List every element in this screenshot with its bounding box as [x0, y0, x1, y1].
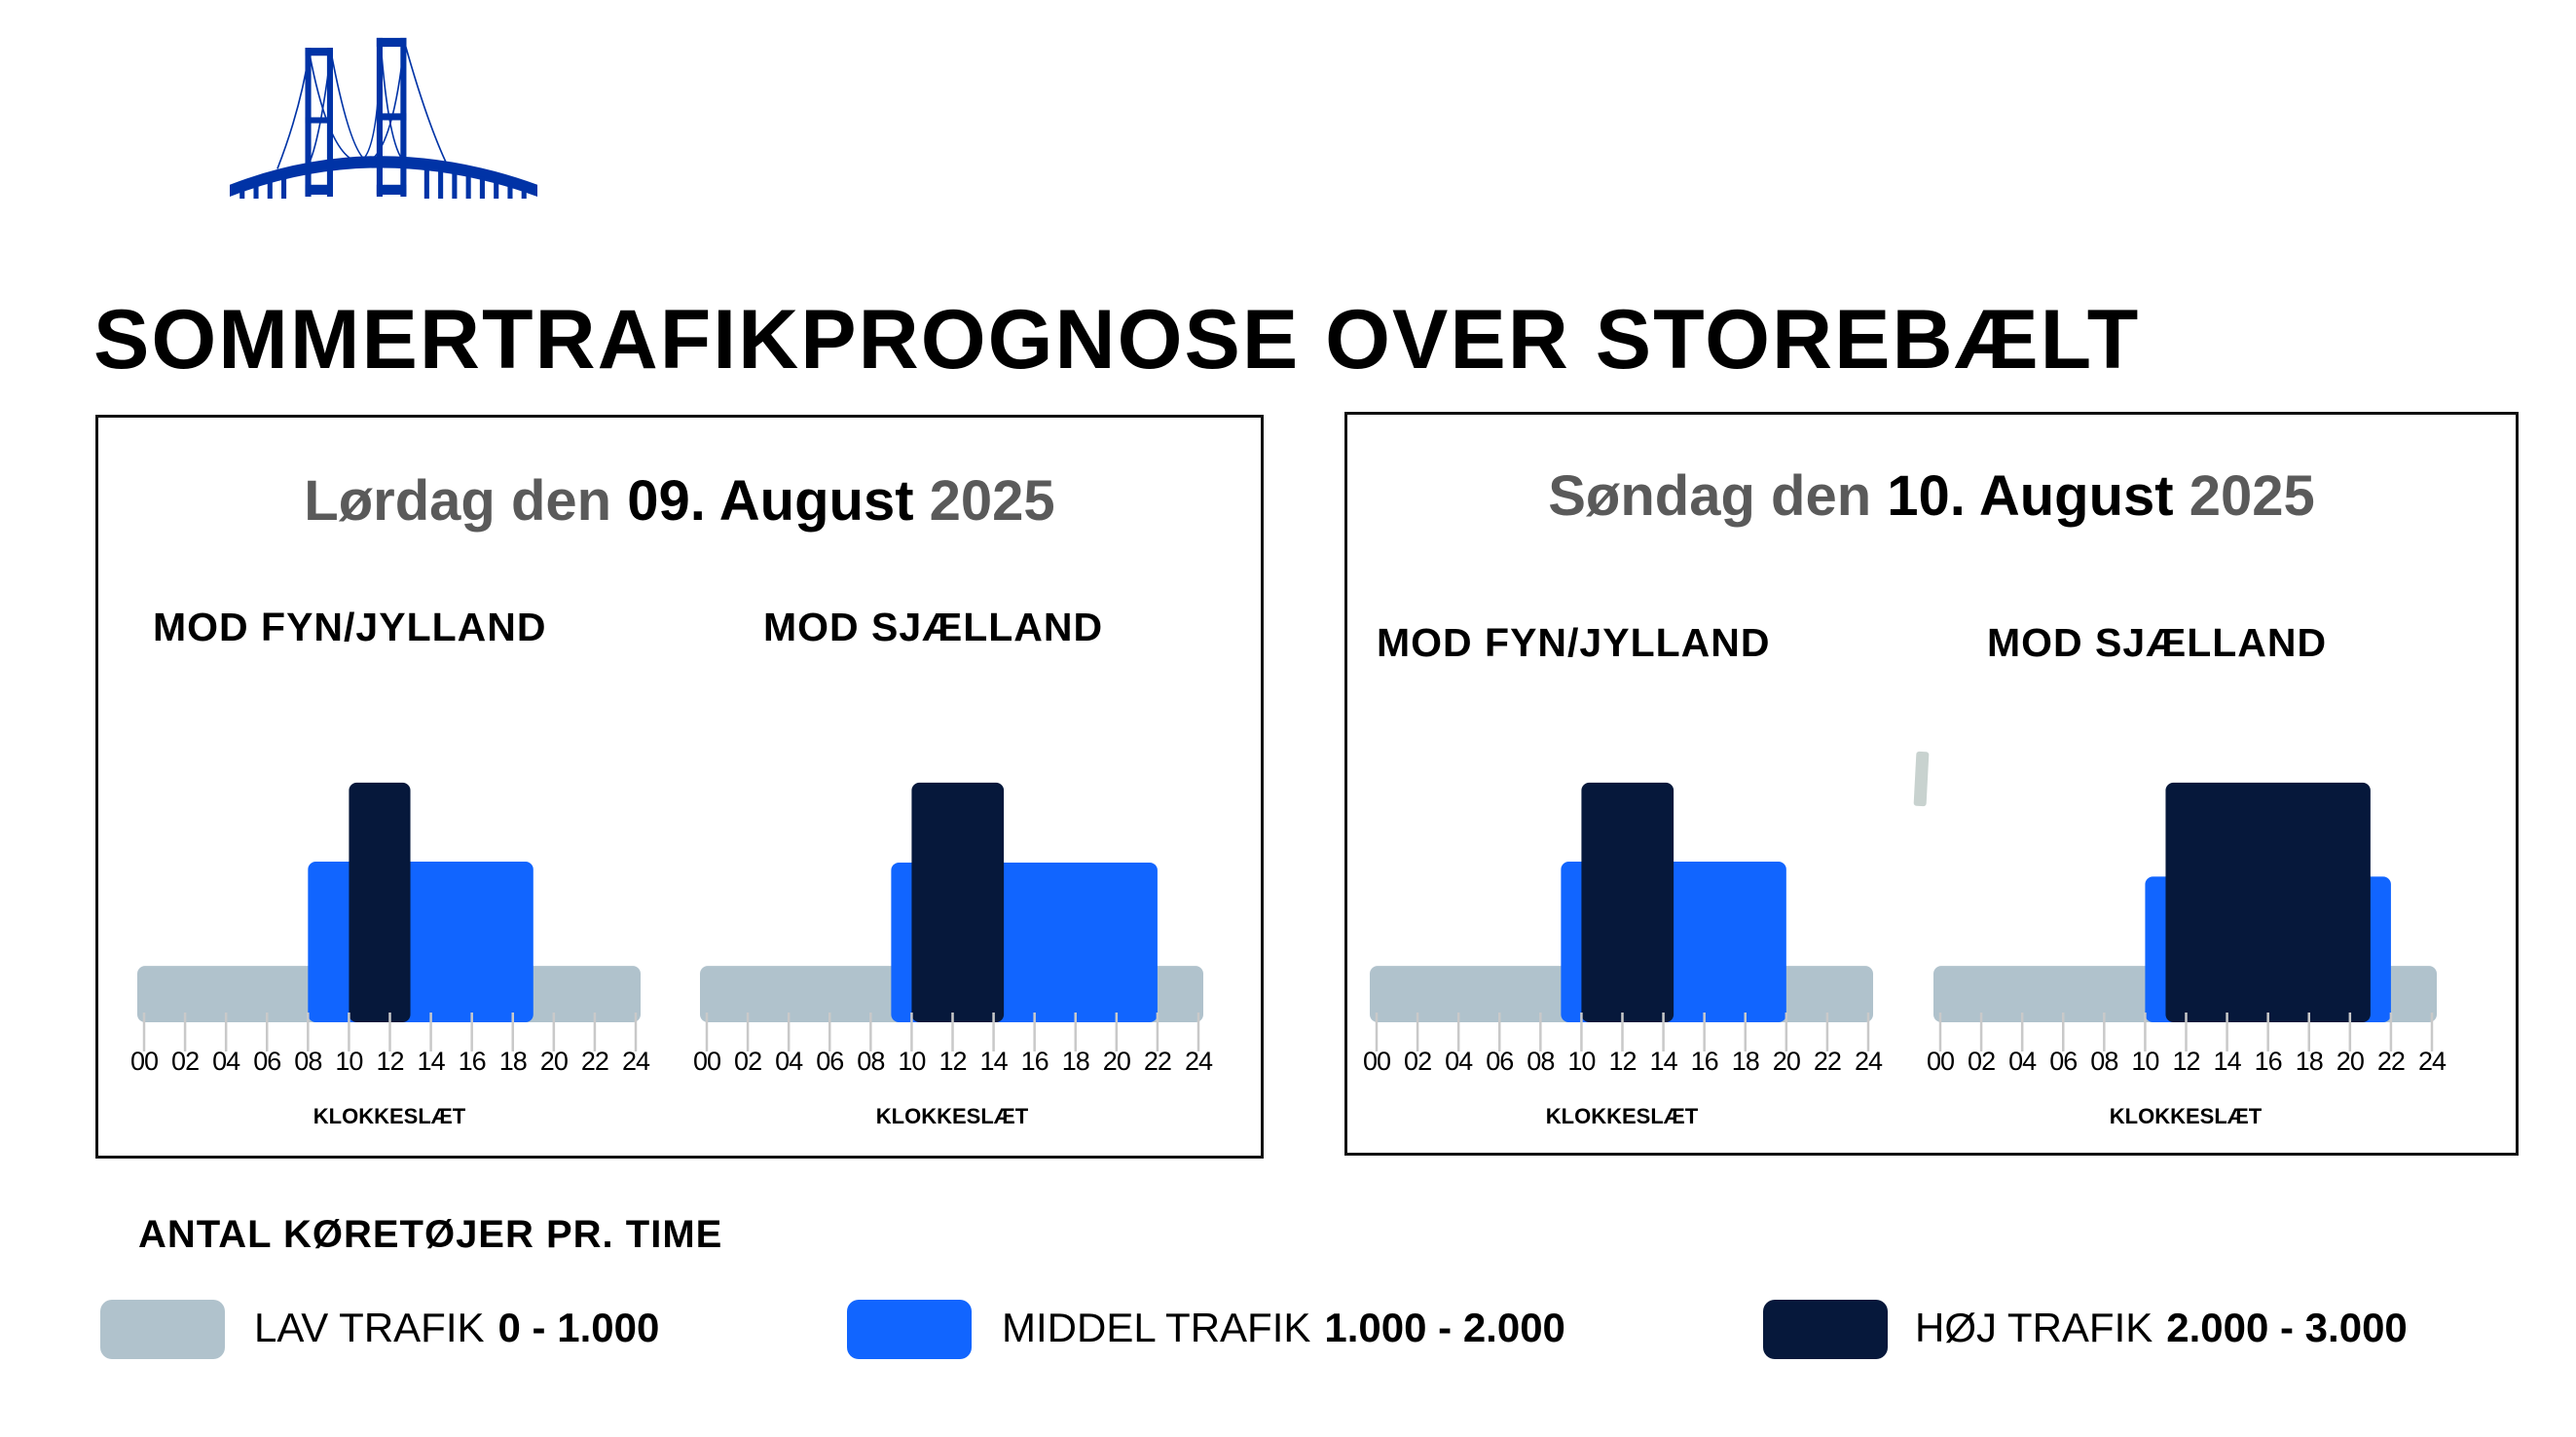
traffic-chart-sun-sjaelland: 00 02 04 06 08 10 12 14 16 18 20 22 24	[1927, 782, 2447, 1076]
legend-swatch-lav	[100, 1300, 225, 1359]
traffic-chart-sat-sjaelland: 00 02 04 06 08 10 12 14 16 18 20 22 24	[693, 782, 1214, 1076]
x-tick-label: 08	[294, 1047, 321, 1076]
x-tick-label: 06	[1486, 1047, 1513, 1076]
legend-item-hoj: HØJ TRAFIK 2.000 - 3.000	[1915, 1305, 2408, 1351]
x-axis-label: KLOKKESLÆT	[1545, 1104, 1699, 1128]
x-tick-label: 04	[212, 1047, 240, 1076]
date-day-month: 09. August	[627, 469, 914, 533]
x-tick-label: 08	[857, 1047, 884, 1076]
x-tick-label: 22	[1814, 1047, 1841, 1076]
bar-hoj-traffic	[1581, 782, 1674, 1022]
x-tick-label: 02	[1404, 1047, 1431, 1076]
bar-hoj-traffic	[2165, 782, 2371, 1022]
direction-title: MOD SJÆLLAND	[763, 605, 1104, 649]
x-tick-label: 02	[734, 1047, 761, 1076]
x-tick-label: 08	[2090, 1047, 2117, 1076]
day-panel-saturday: Lørdag den 09. August 2025 MOD FYN/JYLLA…	[95, 415, 1264, 1159]
x-tick-label: 22	[581, 1047, 608, 1076]
direction-title: MOD FYN/JYLLAND	[153, 605, 547, 649]
bar-hoj-traffic	[911, 782, 1005, 1022]
x-tick-label: 16	[459, 1047, 486, 1076]
x-tick-label: 20	[1773, 1047, 1800, 1076]
traffic-chart-sun-fyn: 00 02 04 06 08 10 12 14 16 18 20 22 24	[1363, 782, 1884, 1076]
x-tick-label: 10	[335, 1047, 362, 1076]
x-tick-label: 24	[1855, 1047, 1883, 1076]
date-weekday: Lørdag den	[304, 469, 628, 533]
legend-range: 1.000 - 2.000	[1324, 1305, 1565, 1350]
x-tick-label: 18	[499, 1047, 527, 1076]
x-tick-label: 12	[2172, 1047, 2199, 1076]
day-panel-sunday: Søndag den 10. August 2025 MOD FYN/JYLLA…	[1344, 412, 2519, 1156]
x-tick-label: 14	[2214, 1047, 2242, 1076]
x-tick-label: 06	[2049, 1047, 2077, 1076]
x-tick-label: 00	[1363, 1047, 1390, 1076]
traffic-chart-sat-fyn: 00 02 04 06 08 10 12 14 16 18 20 22 24	[130, 782, 651, 1076]
x-tick-label: 24	[622, 1047, 650, 1076]
x-tick-label: 04	[1445, 1047, 1473, 1076]
x-tick-label: 18	[2296, 1047, 2323, 1076]
x-tick-label: 16	[2255, 1047, 2282, 1076]
x-tick-label: 02	[1968, 1047, 1995, 1076]
page-title: SOMMERTRAFIKPROGNOSE OVER STOREBÆLT	[93, 293, 2141, 387]
x-tick-label: 00	[693, 1047, 720, 1076]
x-tick-label: 12	[1608, 1047, 1636, 1076]
x-tick-label: 18	[1732, 1047, 1759, 1076]
legend-title: ANTAL KØRETØJER PR. TIME	[138, 1213, 723, 1256]
date-weekday: Søndag den	[1548, 464, 1888, 528]
x-tick-label: 08	[1527, 1047, 1554, 1076]
x-tick-label: 00	[1927, 1047, 1954, 1076]
x-tick-label: 22	[1144, 1047, 1171, 1076]
x-tick-label: 14	[1650, 1047, 1678, 1076]
bar-hoj-traffic	[349, 782, 411, 1022]
x-tick-label: 10	[898, 1047, 925, 1076]
x-tick-label: 10	[1567, 1047, 1595, 1076]
direction-title: MOD FYN/JYLLAND	[1377, 620, 1771, 665]
legend-swatch-hoj	[1763, 1300, 1888, 1359]
x-tick-label: 16	[1691, 1047, 1718, 1076]
direction-title: MOD SJÆLLAND	[1987, 620, 2328, 665]
x-axis-label: KLOKKESLÆT	[313, 1104, 466, 1128]
x-tick-label: 12	[376, 1047, 403, 1076]
legend-label: LAV TRAFIK	[254, 1305, 485, 1350]
x-tick-label: 14	[418, 1047, 446, 1076]
x-tick-label: 12	[938, 1047, 966, 1076]
bar-middel-traffic	[308, 861, 534, 1022]
x-tick-label: 14	[980, 1047, 1009, 1076]
date-heading: Lørdag den 09. August 2025	[98, 468, 1261, 534]
legend-label: MIDDEL TRAFIK	[1002, 1305, 1311, 1350]
x-tick-label: 02	[171, 1047, 199, 1076]
legend-label: HØJ TRAFIK	[1915, 1305, 2153, 1350]
x-tick-label: 06	[816, 1047, 843, 1076]
x-tick-label: 22	[2377, 1047, 2405, 1076]
x-tick-label: 24	[1185, 1047, 1213, 1076]
date-day-month: 10. August	[1887, 464, 2174, 528]
legend-item-middel: MIDDEL TRAFIK 1.000 - 2.000	[1002, 1305, 1565, 1351]
legend-item-lav: LAV TRAFIK 0 - 1.000	[254, 1305, 659, 1351]
legend-range: 2.000 - 3.000	[2166, 1305, 2408, 1350]
x-tick-label: 00	[130, 1047, 158, 1076]
legend-swatch-middel	[847, 1300, 972, 1359]
x-tick-label: 20	[2337, 1047, 2364, 1076]
bridge-icon	[230, 37, 537, 200]
date-year: 2025	[2173, 464, 2315, 528]
x-tick-label: 04	[775, 1047, 803, 1076]
x-tick-label: 24	[2418, 1047, 2447, 1076]
x-tick-label: 20	[540, 1047, 568, 1076]
legend-range: 0 - 1.000	[497, 1305, 660, 1350]
x-tick-label: 04	[2008, 1047, 2037, 1076]
x-tick-label: 18	[1062, 1047, 1089, 1076]
x-axis-label: KLOKKESLÆT	[875, 1104, 1029, 1128]
date-year: 2025	[913, 469, 1055, 533]
x-tick-label: 20	[1103, 1047, 1130, 1076]
x-tick-label: 06	[253, 1047, 280, 1076]
x-tick-label: 10	[2131, 1047, 2158, 1076]
x-tick-label: 16	[1021, 1047, 1049, 1076]
date-heading: Søndag den 10. August 2025	[1347, 463, 2516, 529]
x-axis-label: KLOKKESLÆT	[2109, 1104, 2263, 1128]
